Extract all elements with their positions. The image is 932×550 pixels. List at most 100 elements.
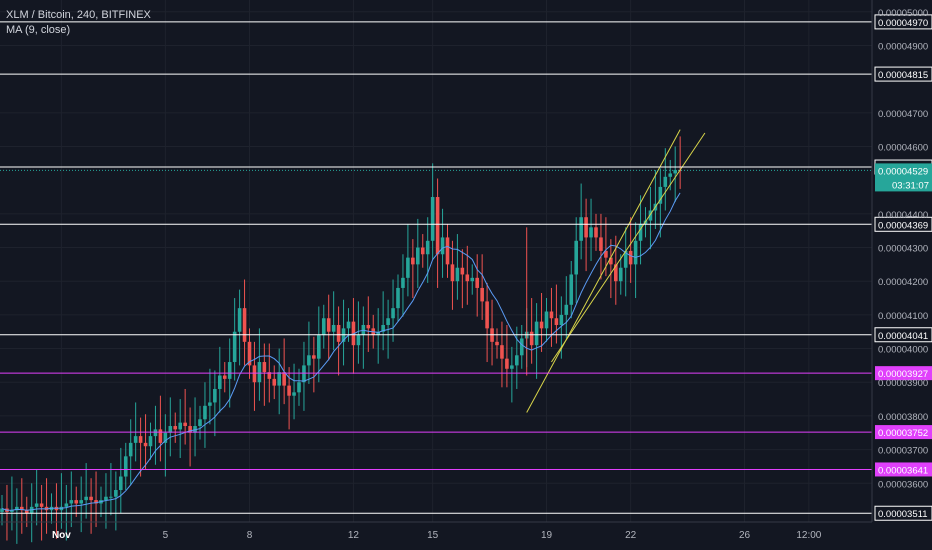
candle-body bbox=[411, 257, 415, 265]
candle-body bbox=[584, 217, 588, 238]
level-price-label: 0.00004041 bbox=[878, 331, 928, 342]
x-axis-tick-label: 8 bbox=[247, 530, 253, 541]
candle-body bbox=[203, 405, 207, 420]
candle-body bbox=[599, 237, 603, 251]
candle-body bbox=[534, 321, 539, 346]
candle-body bbox=[331, 324, 336, 332]
candle-body bbox=[94, 500, 98, 504]
candle-body bbox=[574, 240, 578, 275]
candle-body bbox=[148, 436, 153, 447]
candle-body bbox=[218, 375, 222, 389]
candle-body bbox=[495, 341, 499, 346]
level-price-label: 0.00003511 bbox=[878, 509, 928, 520]
candle-body bbox=[425, 240, 430, 255]
moving-average-line bbox=[1, 192, 681, 511]
candle-body bbox=[391, 308, 395, 319]
y-axis-tick-label: 0.00003900 bbox=[878, 378, 928, 389]
candle-body bbox=[529, 331, 534, 346]
y-axis-tick-label: 0.00005000 bbox=[878, 8, 928, 19]
level-price-label: 0.00004369 bbox=[878, 220, 928, 231]
candle-body bbox=[232, 331, 237, 363]
candle-body bbox=[500, 345, 504, 359]
candle-body bbox=[297, 382, 301, 393]
candle-body bbox=[29, 506, 34, 514]
candle-body bbox=[114, 490, 118, 497]
candle-body bbox=[20, 506, 24, 511]
candle-body bbox=[84, 496, 88, 501]
candle-body bbox=[539, 321, 544, 329]
candle-body bbox=[416, 247, 420, 265]
x-axis-tick-label: 12:00 bbox=[796, 530, 821, 541]
candle-body bbox=[208, 402, 212, 406]
candle-body bbox=[64, 503, 69, 507]
candle-body bbox=[138, 436, 143, 443]
candle-body bbox=[336, 324, 341, 342]
candle-body bbox=[618, 267, 623, 282]
candle-body bbox=[183, 422, 187, 427]
trend-channel-line[interactable] bbox=[526, 129, 681, 413]
level-price-label-box bbox=[875, 462, 932, 477]
candle-body bbox=[658, 186, 663, 204]
candle-body bbox=[24, 510, 29, 514]
candle-body bbox=[673, 170, 677, 174]
candle-body bbox=[569, 274, 574, 305]
candle-body bbox=[321, 318, 326, 336]
candle-body bbox=[663, 176, 668, 187]
candle-body bbox=[455, 267, 460, 282]
candle-body bbox=[119, 476, 123, 491]
candle-body bbox=[307, 355, 311, 366]
candle-body bbox=[292, 392, 296, 396]
y-axis-tick-label: 0.00004000 bbox=[878, 345, 928, 356]
candle-body bbox=[168, 426, 173, 433]
x-axis-tick-label: 12 bbox=[348, 530, 360, 541]
candle-body bbox=[198, 419, 202, 427]
y-axis-tick-label: 0.00003600 bbox=[878, 479, 928, 490]
candle-body bbox=[633, 240, 638, 265]
candle-body bbox=[143, 442, 148, 447]
x-axis-tick-label: 19 bbox=[541, 530, 553, 541]
candle-body bbox=[564, 304, 569, 315]
y-axis-tick-label: 0.00004200 bbox=[878, 277, 928, 288]
candle-body bbox=[366, 324, 371, 329]
candle-body bbox=[89, 496, 93, 501]
candle-body bbox=[579, 217, 583, 241]
y-axis-tick-label: 0.00004900 bbox=[878, 41, 928, 52]
y-axis-tick-label: 0.00004700 bbox=[878, 109, 928, 120]
candle-body bbox=[69, 500, 74, 504]
candle-body bbox=[0, 508, 4, 512]
level-price-label-box bbox=[874, 14, 932, 30]
candle-body bbox=[247, 341, 252, 366]
candle-body bbox=[435, 197, 440, 255]
candle-body bbox=[302, 365, 306, 383]
candle-body bbox=[515, 355, 519, 366]
x-axis-tick-label: 22 bbox=[625, 530, 637, 541]
candle-body bbox=[128, 442, 133, 457]
candle-body bbox=[317, 335, 321, 359]
candle-body bbox=[267, 372, 272, 379]
candle-body bbox=[237, 308, 242, 332]
candle-body bbox=[262, 362, 267, 373]
candle-body bbox=[79, 500, 83, 504]
y-axis-tick-label: 0.00003800 bbox=[878, 412, 928, 423]
x-axis-tick-label: 15 bbox=[427, 530, 439, 541]
candle-body bbox=[222, 375, 227, 379]
candle-body bbox=[623, 250, 628, 268]
candle-body bbox=[406, 257, 410, 278]
candle-body bbox=[356, 335, 361, 346]
chart-legend: XLM / Bitcoin, 240, BITFINEX MA (9, clos… bbox=[6, 8, 151, 38]
candle-body bbox=[430, 197, 435, 241]
candle-body bbox=[15, 506, 19, 511]
candle-body bbox=[188, 426, 192, 433]
candle-body bbox=[252, 365, 257, 383]
candle-body bbox=[510, 365, 514, 369]
candle-body bbox=[39, 503, 44, 507]
candle-body bbox=[158, 429, 163, 443]
candle-body bbox=[123, 456, 128, 477]
candle-body bbox=[460, 267, 465, 275]
candle-body bbox=[559, 314, 564, 325]
candle-body bbox=[544, 311, 549, 329]
candle-body bbox=[376, 331, 380, 336]
trend-channel-line[interactable] bbox=[551, 132, 706, 363]
candle-body bbox=[648, 210, 653, 221]
